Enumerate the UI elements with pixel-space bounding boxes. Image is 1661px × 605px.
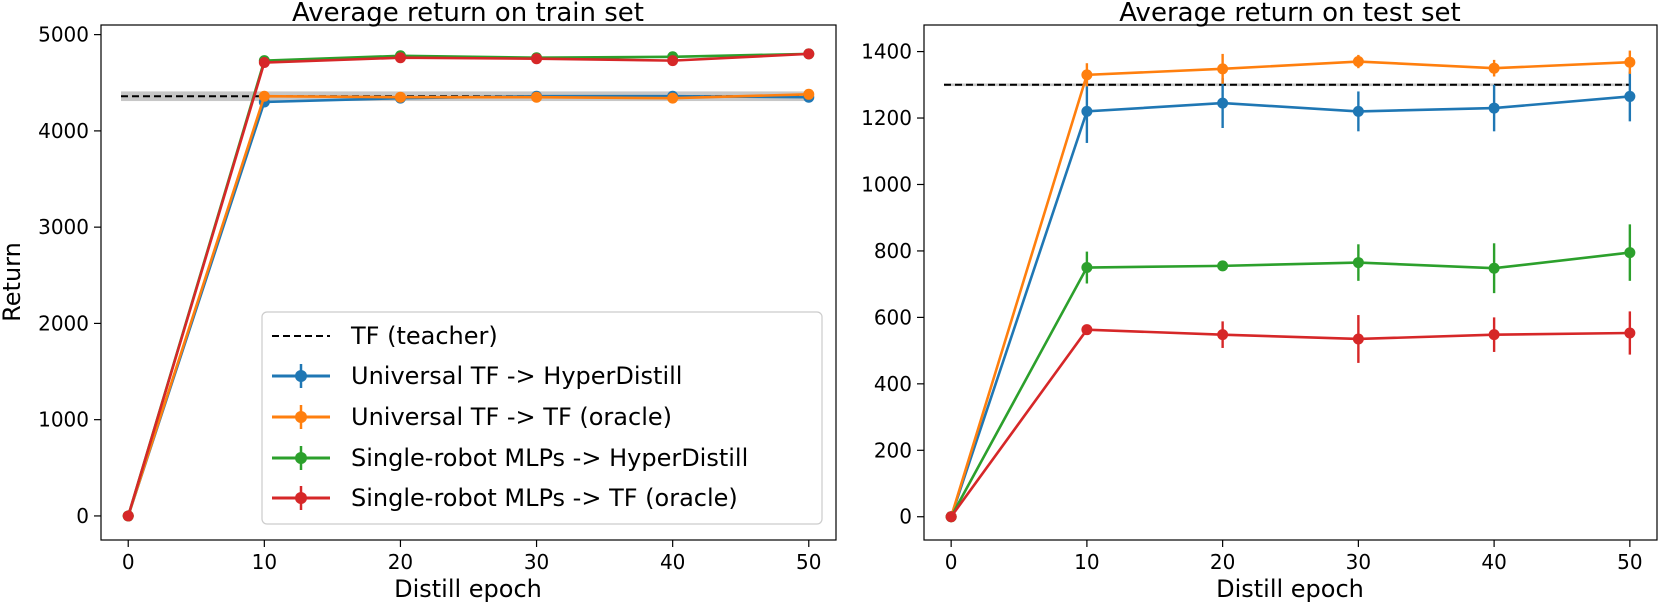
- series-layer: [945, 50, 1636, 523]
- data-point: [667, 55, 679, 67]
- data-point: [1352, 333, 1364, 345]
- legend-label: Universal TF -> HyperDistill: [351, 362, 682, 390]
- data-point: [1624, 247, 1636, 259]
- legend-entry: Universal TF -> TF (oracle): [272, 403, 672, 431]
- legend-entry: Universal TF -> HyperDistill: [272, 362, 682, 390]
- data-point: [1352, 257, 1364, 269]
- legend-entry: Single-robot MLPs -> TF (oracle): [272, 484, 738, 512]
- x-tick-label: 20: [388, 550, 413, 574]
- tick-layer: 0 10 20 30 40 50 0 1000 2000 3000 4000 5000: [38, 23, 821, 574]
- y-tick-label: 600: [874, 305, 912, 329]
- x-tick-label: 30: [1346, 550, 1371, 574]
- data-point: [1217, 260, 1229, 272]
- data-point: [1081, 69, 1093, 81]
- data-point: [1488, 62, 1500, 74]
- y-tick-label: 800: [874, 239, 912, 263]
- chart-title: Average return on test set: [1119, 0, 1460, 28]
- x-axis-label: Distill epoch: [394, 575, 542, 603]
- plot-frame: [100, 24, 837, 541]
- x-tick-label: 40: [660, 550, 685, 574]
- data-point: [394, 52, 406, 64]
- legend: TF (teacher) Universal TF -> HyperDistil…: [261, 311, 823, 525]
- y-tick-label: 2000: [38, 311, 89, 335]
- data-point: [1217, 329, 1229, 341]
- x-tick-label: 40: [1481, 550, 1506, 574]
- data-point: [1488, 102, 1500, 114]
- y-tick-label: 0: [76, 504, 89, 528]
- data-point: [531, 91, 543, 103]
- y-tick-label: 1000: [38, 408, 89, 432]
- y-tick-label: 0: [899, 505, 912, 529]
- data-point: [1352, 56, 1364, 68]
- x-tick-label: 50: [796, 550, 821, 574]
- y-tick-label: 1200: [861, 106, 912, 130]
- x-tick-label: 20: [1210, 550, 1235, 574]
- series-line: [949, 60, 1630, 518]
- data-point: [1081, 324, 1093, 336]
- y-tick-label: 1400: [861, 40, 912, 64]
- y-tick-label: 200: [874, 438, 912, 462]
- series-line: [949, 95, 1630, 518]
- legend-entry: Single-robot MLPs -> HyperDistill: [272, 444, 748, 472]
- y-tick-label: 1000: [861, 172, 912, 196]
- data-point: [1081, 262, 1093, 274]
- legend-label: Single-robot MLPs -> TF (oracle): [351, 484, 738, 512]
- data-point: [1217, 63, 1229, 75]
- data-point: [1488, 329, 1500, 341]
- y-axis-label: Return: [0, 242, 26, 322]
- series-line: [950, 251, 1631, 518]
- data-point: [1352, 105, 1364, 117]
- data-point: [667, 92, 679, 104]
- data-point: [258, 90, 270, 102]
- data-point: [803, 48, 815, 60]
- legend-label: Single-robot MLPs -> HyperDistill: [351, 444, 748, 472]
- data-point: [394, 91, 406, 103]
- data-point: [258, 57, 270, 69]
- x-tick-label: 50: [1617, 550, 1642, 574]
- x-axis-label: Distill epoch: [1216, 575, 1364, 603]
- series-line: [950, 328, 1630, 518]
- chart-title: Average return on train set: [292, 0, 644, 28]
- y-tick-label: 5000: [38, 23, 89, 47]
- data-point: [531, 53, 543, 65]
- plot-frame: [923, 24, 1658, 541]
- x-tick-label: 30: [524, 550, 549, 574]
- train-chart: Average return on train set Distill epoc…: [0, 0, 837, 603]
- data-point: [1488, 262, 1500, 274]
- data-point: [803, 88, 815, 100]
- test-chart: Average return on test set Distill epoch…: [861, 0, 1658, 603]
- legend-label: Universal TF -> TF (oracle): [351, 403, 672, 431]
- teacher-layer: [944, 83, 1630, 87]
- x-tick-label: 0: [945, 550, 958, 574]
- data-point: [1624, 56, 1636, 68]
- y-tick-label: 400: [874, 372, 912, 396]
- x-tick-label: 0: [122, 550, 135, 574]
- legend-box: [261, 311, 823, 525]
- data-point: [1217, 97, 1229, 109]
- series-line: [126, 93, 809, 517]
- series-layer: [122, 48, 815, 522]
- legend-teacher-label: TF (teacher): [350, 322, 498, 350]
- data-point: [1624, 327, 1636, 339]
- series-line: [126, 52, 809, 517]
- data-point: [945, 511, 957, 523]
- x-tick-label: 10: [1074, 550, 1099, 574]
- data-point: [1081, 105, 1093, 117]
- tick-layer: 0 10 20 30 40 50 0 200 400 600 800 1000 1200 1400: [861, 40, 1642, 574]
- x-tick-label: 10: [252, 550, 277, 574]
- data-point: [122, 510, 134, 522]
- y-tick-label: 4000: [38, 119, 89, 143]
- y-tick-label: 3000: [38, 215, 89, 239]
- data-point: [1624, 90, 1636, 102]
